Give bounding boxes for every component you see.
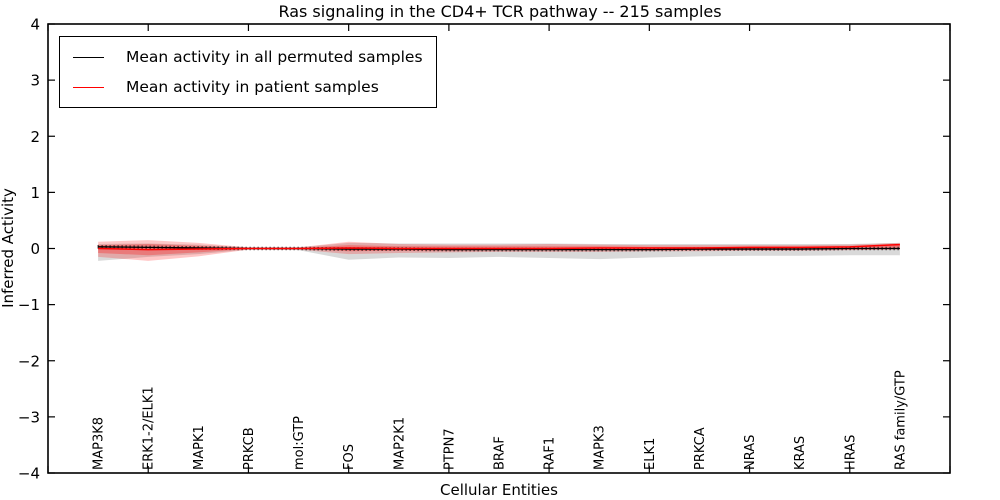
y-tick-label: 3 bbox=[30, 72, 40, 90]
x-category-label: mol:GTP bbox=[292, 416, 307, 470]
x-category-label: ELK1 bbox=[643, 438, 658, 470]
legend: Mean activity in all permuted samples Me… bbox=[59, 36, 437, 108]
y-tick-label: −1 bbox=[18, 296, 40, 314]
legend-line-permuted-swatch bbox=[73, 56, 104, 58]
y-tick-label: 0 bbox=[30, 240, 40, 258]
x-category-label: ERK1-2/ELK1 bbox=[142, 386, 157, 470]
x-category-label: NRAS bbox=[743, 435, 758, 470]
band-1 bbox=[98, 240, 900, 261]
y-tick-label: −3 bbox=[18, 408, 40, 426]
x-category-label: MAP3K8 bbox=[92, 417, 107, 470]
chart-title: Ras signaling in the CD4+ TCR pathway --… bbox=[278, 2, 722, 21]
legend-line-patient-swatch bbox=[73, 86, 104, 88]
x-category-label: PRKCA bbox=[693, 427, 708, 470]
legend-item-permuted: Mean activity in all permuted samples bbox=[73, 42, 423, 72]
legend-label-patient: Mean activity in patient samples bbox=[126, 78, 379, 96]
y-tick-label: 2 bbox=[30, 128, 40, 146]
x-axis-label: Cellular Entities bbox=[440, 481, 558, 499]
x-category-label: MAPK3 bbox=[593, 425, 608, 470]
x-category-label: PTPN7 bbox=[442, 428, 457, 470]
y-tick-label: −2 bbox=[18, 352, 40, 370]
x-category-label: PRKCB bbox=[242, 427, 257, 470]
y-tick-label: −4 bbox=[18, 465, 40, 483]
x-category-label: KRAS bbox=[793, 436, 808, 470]
x-category-label: MAPK1 bbox=[192, 425, 207, 470]
series-line-patient bbox=[98, 243, 900, 251]
y-tick-label: 1 bbox=[30, 184, 40, 202]
x-category-label: HRAS bbox=[843, 435, 858, 470]
legend-label-permuted: Mean activity in all permuted samples bbox=[126, 48, 423, 66]
y-axis-label: Inferred Activity bbox=[0, 188, 17, 308]
x-category-label: BRAF bbox=[493, 436, 508, 470]
x-category-label: RAS family/GTP bbox=[893, 370, 908, 470]
x-category-label: MAP2K1 bbox=[392, 417, 407, 470]
x-category-label: RAF1 bbox=[543, 437, 558, 470]
x-category-label: FOS bbox=[342, 444, 357, 470]
y-tick-label: 4 bbox=[30, 16, 40, 34]
legend-item-patient: Mean activity in patient samples bbox=[73, 72, 423, 102]
